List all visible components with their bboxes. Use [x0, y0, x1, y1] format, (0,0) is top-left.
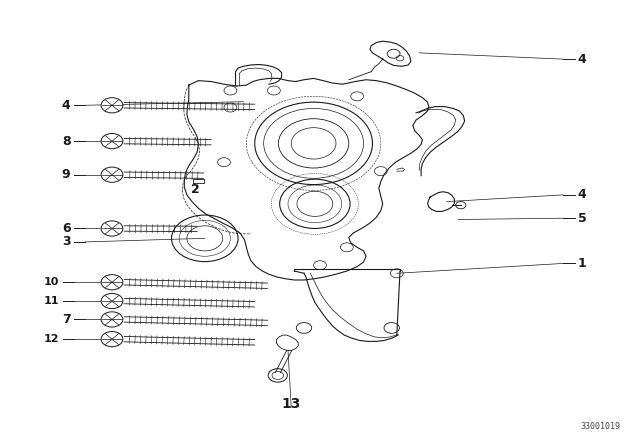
Circle shape [101, 134, 123, 149]
Text: 3: 3 [62, 235, 70, 249]
Text: 33001019: 33001019 [581, 422, 621, 431]
Circle shape [101, 275, 123, 290]
Text: 8: 8 [62, 134, 70, 148]
Text: 2: 2 [191, 182, 200, 196]
Text: 12: 12 [44, 334, 60, 344]
Text: 6: 6 [62, 222, 70, 235]
Text: 7: 7 [61, 313, 70, 326]
Text: 9: 9 [62, 168, 70, 181]
Circle shape [101, 167, 123, 182]
Text: 4: 4 [578, 188, 587, 202]
Text: 4: 4 [61, 99, 70, 112]
Circle shape [101, 98, 123, 113]
Text: 1: 1 [578, 257, 587, 270]
Text: 13: 13 [282, 397, 301, 411]
Text: 4: 4 [578, 52, 587, 66]
Text: 10: 10 [44, 277, 60, 287]
Text: 11: 11 [44, 296, 60, 306]
Text: 5: 5 [578, 211, 587, 225]
Circle shape [101, 332, 123, 347]
Circle shape [101, 293, 123, 309]
Circle shape [101, 312, 123, 327]
Circle shape [101, 221, 123, 236]
